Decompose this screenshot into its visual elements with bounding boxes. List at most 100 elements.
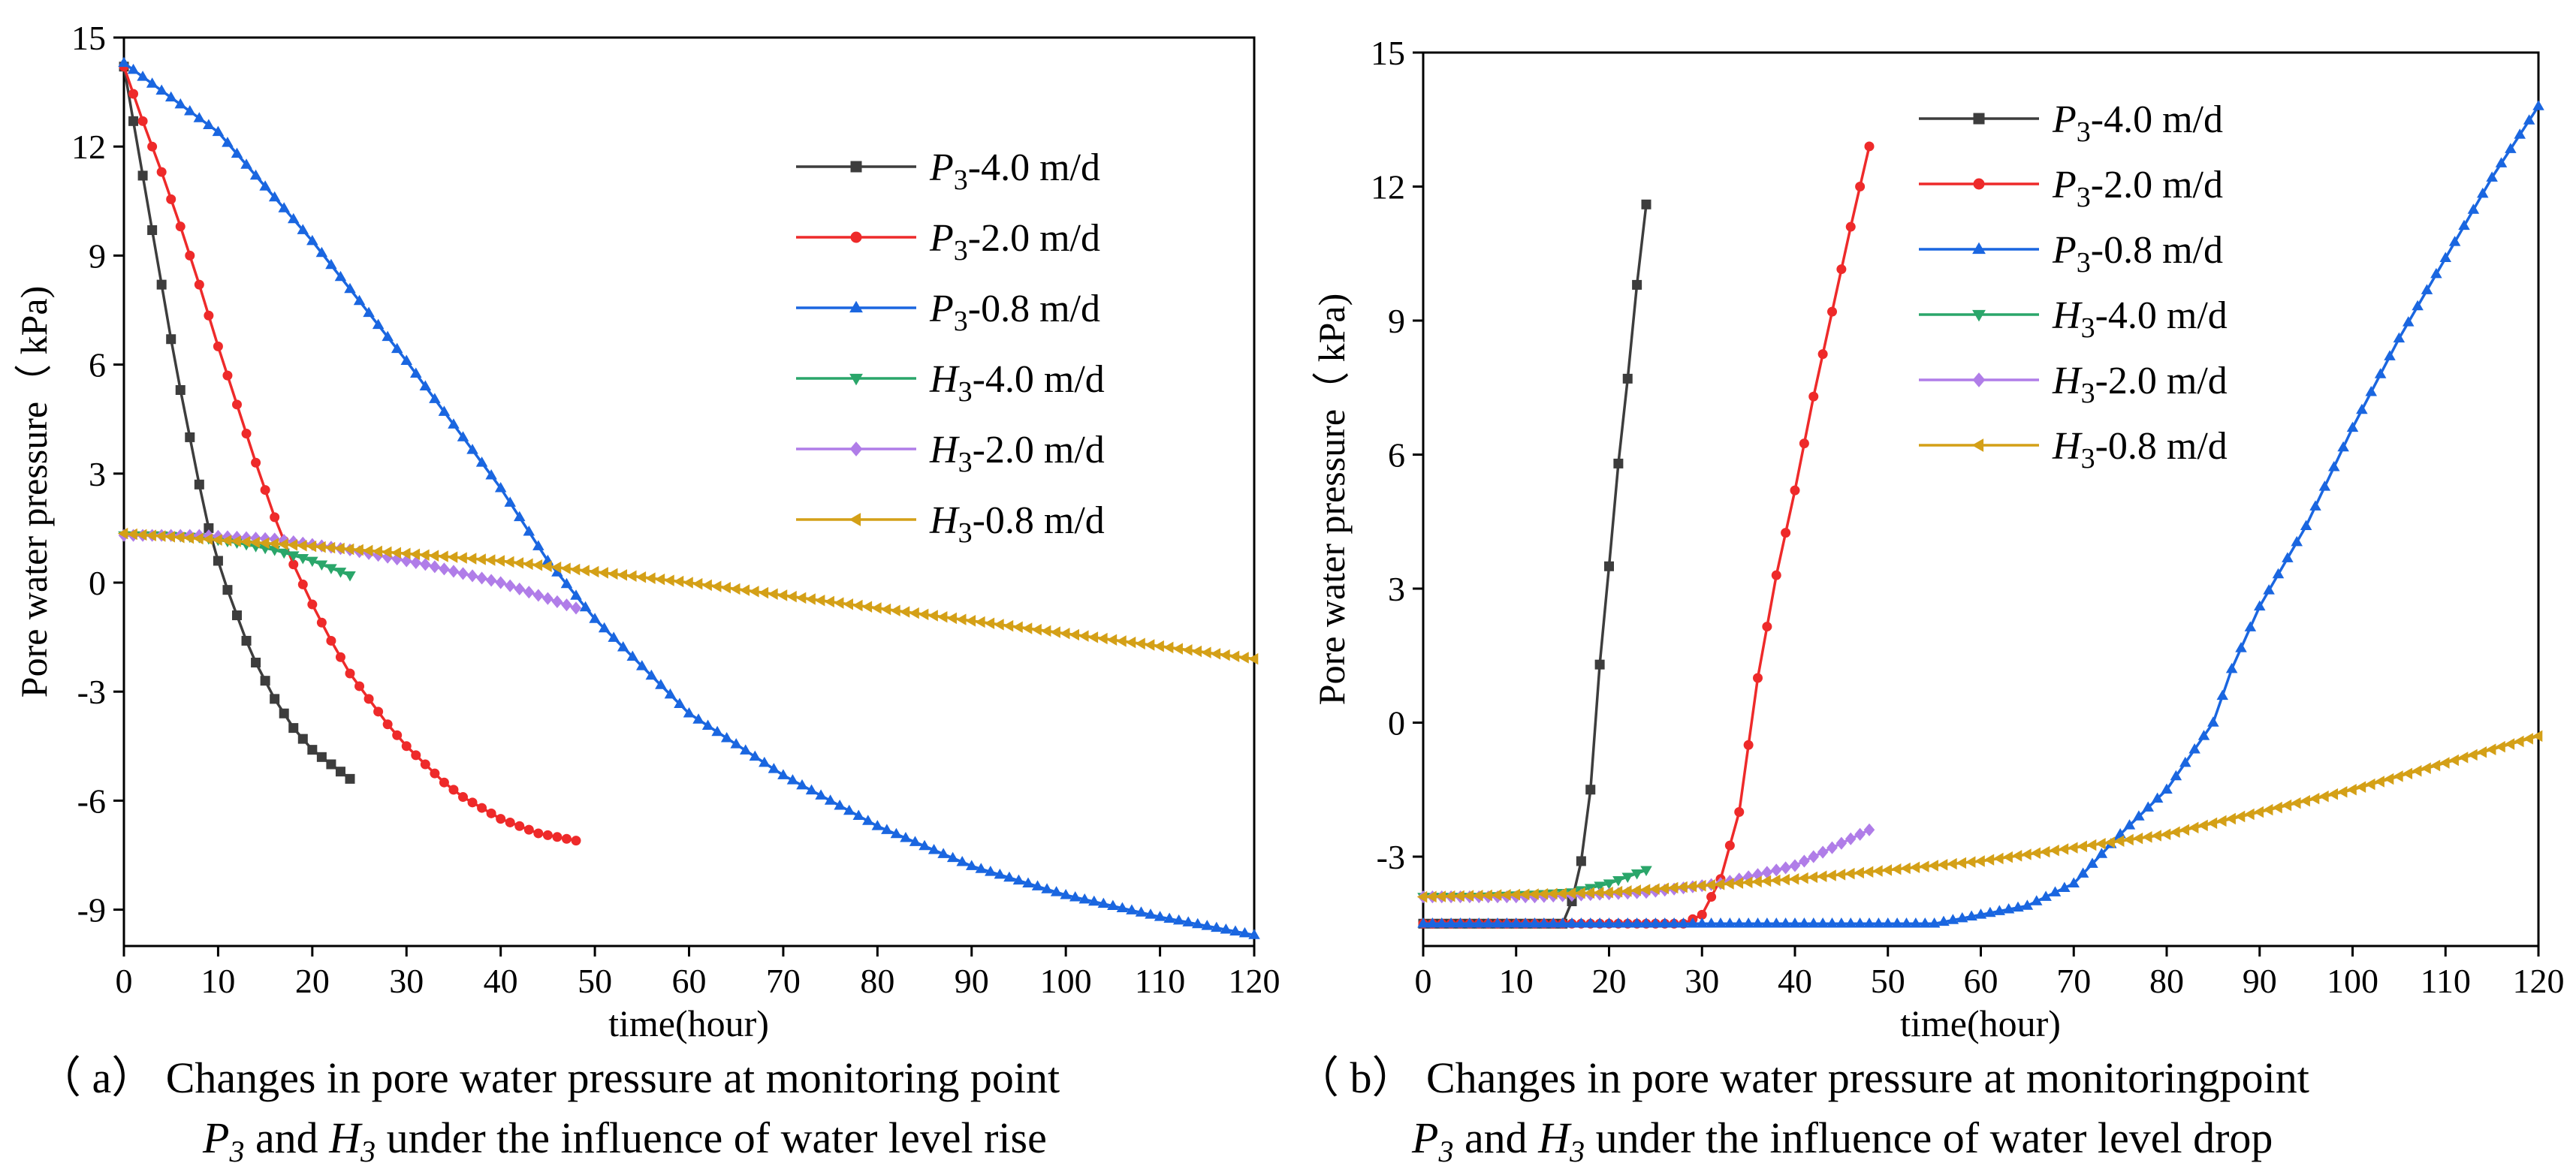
data-point (617, 640, 629, 652)
data-point (1974, 908, 1987, 919)
data-point (334, 270, 347, 282)
data-point (2160, 828, 2171, 841)
data-point (164, 91, 177, 102)
series-a-5 (117, 527, 1259, 665)
data-point (1639, 884, 1651, 896)
data-point (1658, 882, 1670, 895)
data-point (164, 531, 176, 543)
y-axis-ticks-b: -3 0 3 6 9 12 15 (1371, 34, 1423, 876)
series-line (122, 66, 577, 842)
y-tick-label-a: -3 (77, 673, 106, 711)
data-point (1947, 857, 1957, 870)
data-point (146, 529, 156, 541)
data-point (1116, 902, 1129, 912)
data-point (1780, 861, 1791, 875)
data-point (128, 89, 139, 99)
data-point (2235, 642, 2247, 652)
data-point (2336, 785, 2348, 798)
data-point (1742, 876, 1753, 888)
data-point (1724, 917, 1736, 928)
data-point (1677, 917, 1690, 928)
data-point (373, 707, 384, 717)
data-point (326, 635, 336, 646)
data-point (1501, 917, 1513, 928)
data-point (1993, 905, 2006, 915)
data-point (287, 551, 300, 562)
data-point (363, 694, 374, 704)
data-point (664, 688, 677, 699)
series-line (1423, 105, 2540, 926)
data-point (2207, 716, 2219, 727)
x-tick-label-a: 80 (860, 962, 894, 1000)
data-point (1770, 863, 1782, 877)
data-point (448, 565, 460, 578)
y-tick-label-b: 12 (1371, 168, 1405, 206)
data-point (2216, 815, 2227, 827)
data-point (2532, 730, 2543, 743)
legend-swatch-marker (849, 300, 863, 313)
data-point (2374, 368, 2387, 378)
legend-label: H3-0.8 m/d (929, 499, 1105, 549)
data-point (2170, 826, 2180, 839)
data-point (749, 586, 759, 598)
data-point (2132, 832, 2143, 845)
data-point (495, 576, 506, 589)
data-point (1863, 823, 1875, 836)
data-point (381, 546, 392, 559)
data-point (956, 855, 968, 866)
data-point (1649, 883, 1660, 895)
data-point (496, 814, 506, 824)
data-point (306, 540, 317, 553)
legend-item: H3-2.0 m/d (1919, 360, 2228, 409)
data-point (325, 258, 337, 270)
data-point (1059, 627, 1070, 640)
data-point (297, 539, 307, 552)
data-point (2393, 770, 2403, 782)
legend-b: P3-4.0 m/d P3-2.0 m/d P3-0.8 m/d H3-4.0 m/d… (1919, 98, 2228, 475)
data-point (560, 577, 573, 589)
legend-swatch-marker (849, 513, 861, 526)
data-point (297, 579, 308, 589)
data-point (2430, 267, 2442, 279)
data-point (571, 836, 581, 846)
legend-item: P3-4.0 m/d (796, 146, 1100, 196)
data-point (221, 535, 232, 547)
data-point (2002, 851, 2013, 863)
data-point (2049, 844, 2059, 857)
x-tick-label-b: 60 (1964, 962, 1998, 1000)
data-point (439, 562, 450, 576)
data-point (1789, 859, 1801, 872)
data-point (1640, 866, 1652, 877)
data-point (834, 799, 846, 810)
data-point (1734, 807, 1745, 817)
data-point (1191, 645, 1202, 658)
data-point (2457, 752, 2469, 764)
data-point (2086, 857, 2098, 868)
x-tick-label-b: 50 (1871, 962, 1905, 1000)
data-point (645, 669, 658, 680)
data-point (306, 556, 318, 568)
x-axis-title-b: time(hour) (1900, 1002, 2061, 1044)
data-point (1789, 917, 1801, 928)
data-point (1658, 917, 1671, 928)
caption-a-rest: under the influence of water level rise (376, 1113, 1047, 1162)
data-point (645, 572, 656, 584)
data-point (222, 585, 233, 595)
data-point (2133, 810, 2145, 821)
legend-label: P3-2.0 m/d (2052, 164, 2223, 213)
data-point (2365, 385, 2378, 396)
data-point (1900, 862, 1911, 875)
data-point (2234, 810, 2246, 823)
x-axis-title-a: time(hour) (608, 1002, 769, 1044)
data-point (1649, 917, 1662, 928)
x-tick-label-b: 90 (2243, 962, 2277, 1000)
data-point (1799, 438, 1809, 449)
data-point (410, 556, 422, 569)
data-point (814, 594, 825, 607)
data-point (2170, 770, 2182, 781)
data-point (1041, 883, 1053, 893)
data-point (1220, 923, 1232, 934)
data-point (1594, 659, 1605, 670)
data-point (1012, 621, 1023, 634)
data-point (1211, 921, 1223, 932)
